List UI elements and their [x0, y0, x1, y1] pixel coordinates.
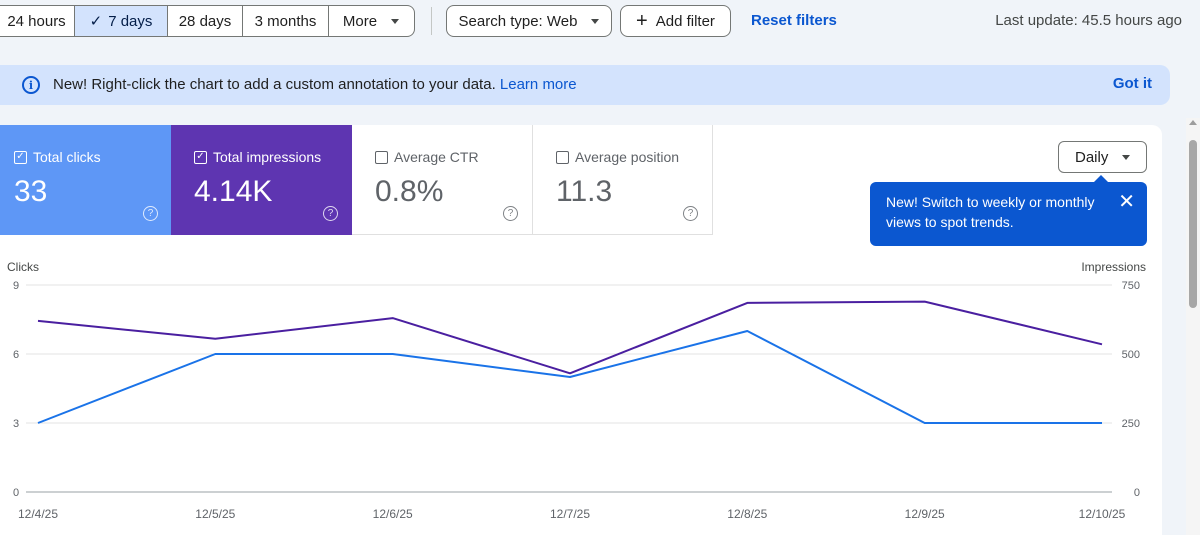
- date-range-selector: 24 hours ✓ 7 days 28 days 3 months More: [0, 5, 415, 37]
- help-icon[interactable]: ?: [503, 206, 518, 221]
- x-tick-label: 12/5/25: [195, 507, 235, 521]
- y-left-tick-label: 9: [13, 280, 19, 292]
- search-type-dropdown[interactable]: Search type: Web: [446, 5, 612, 37]
- chevron-down-icon: [1122, 154, 1131, 160]
- toolbar-divider: [431, 7, 432, 35]
- metric-label-row: Average CTR: [375, 149, 479, 165]
- range-label: More: [342, 12, 378, 30]
- got-it-button[interactable]: Got it: [1112, 75, 1152, 92]
- metric-label-row: ✓ Total clicks: [14, 149, 101, 165]
- search-type-label: Search type: Web: [458, 12, 578, 30]
- plus-icon: +: [636, 10, 648, 32]
- range-3-months[interactable]: 3 months: [243, 6, 329, 36]
- tooltip-text: New! Switch to weekly or monthly views t…: [886, 194, 1095, 230]
- x-tick-label: 12/8/25: [727, 507, 767, 521]
- metric-label-row: ✓ Total impressions: [194, 149, 321, 165]
- chevron-down-icon: [391, 18, 400, 24]
- help-icon[interactable]: ?: [323, 206, 338, 221]
- chart-svg: Clicks Impressions 0 3 6 9 0 250 500 750 12/4/25 12…: [7, 260, 1146, 521]
- scroll-thumb[interactable]: [1189, 140, 1197, 308]
- checkbox-checked-icon[interactable]: ✓: [14, 150, 27, 164]
- x-tick-label: 12/4/25: [18, 507, 58, 521]
- checkbox-checked-icon[interactable]: ✓: [194, 150, 207, 164]
- annotation-banner: i New! Right-click the chart to add a cu…: [0, 65, 1170, 105]
- checkbox-unchecked-icon[interactable]: [375, 150, 388, 164]
- add-filter-label: Add filter: [655, 12, 715, 30]
- close-icon[interactable]: ✕: [1118, 191, 1135, 213]
- range-label: 7 days: [108, 12, 153, 30]
- banner-message: New! Right-click the chart to add a cust…: [53, 76, 577, 93]
- metric-label: Average position: [575, 149, 680, 165]
- y-right-tick-label: 250: [1122, 418, 1140, 430]
- metric-value: 4.14K: [194, 175, 273, 208]
- check-icon: ✓: [89, 13, 103, 30]
- add-filter-button[interactable]: + Add filter: [620, 5, 731, 37]
- granularity-dropdown[interactable]: Daily: [1058, 141, 1147, 173]
- range-label: 24 hours: [7, 12, 66, 30]
- range-label: 28 days: [178, 12, 232, 30]
- metric-total-clicks[interactable]: ✓ Total clicks 33 ?: [0, 125, 171, 235]
- y-left-axis-title: Clicks: [7, 260, 39, 274]
- range-24-hours[interactable]: 24 hours: [0, 6, 75, 36]
- performance-card: ✓ Total clicks 33 ? ✓ Total impressions …: [0, 125, 1162, 535]
- y-left-tick-label: 0: [13, 487, 19, 499]
- metric-average-ctr[interactable]: Average CTR 0.8% ?: [352, 125, 533, 235]
- toolbar: 24 hours ✓ 7 days 28 days 3 months More …: [0, 0, 1200, 42]
- checkbox-unchecked-icon[interactable]: [556, 150, 569, 164]
- metric-label: Total clicks: [33, 149, 101, 165]
- granularity-tooltip: New! Switch to weekly or monthly views t…: [870, 175, 1147, 246]
- range-more-dropdown[interactable]: More: [329, 6, 413, 36]
- metric-label-row: Average position: [556, 149, 679, 165]
- metric-value: 0.8%: [375, 175, 444, 208]
- info-icon: i: [22, 76, 40, 94]
- learn-more-link[interactable]: Learn more: [499, 76, 577, 93]
- scroll-up-arrow-icon[interactable]: [1189, 120, 1197, 125]
- last-update-text: Last update: 45.5 hours ago: [995, 12, 1182, 29]
- banner-text: New! Right-click the chart to add a cust…: [53, 76, 496, 93]
- granularity-label: Daily: [1075, 148, 1109, 166]
- performance-chart[interactable]: Clicks Impressions 0 3 6 9 0 250 500 750 12/4/25 12…: [0, 255, 1162, 535]
- y-left-tick-label: 6: [13, 349, 19, 361]
- metric-value: 33: [14, 175, 48, 208]
- series-line-total-impressions: [37, 300, 1103, 375]
- metric-label: Total impressions: [213, 149, 322, 165]
- help-icon[interactable]: ?: [683, 206, 698, 221]
- metric-average-position[interactable]: Average position 11.3 ?: [533, 125, 713, 235]
- range-label: 3 months: [254, 12, 317, 30]
- reset-filters-button[interactable]: Reset filters: [751, 12, 837, 29]
- x-tick-label: 12/9/25: [905, 507, 945, 521]
- metric-value: 11.3: [556, 175, 613, 208]
- y-right-axis-title: Impressions: [1081, 260, 1146, 274]
- y-left-tick-label: 3: [13, 418, 19, 430]
- metric-total-impressions[interactable]: ✓ Total impressions 4.14K ?: [171, 125, 352, 235]
- y-right-tick-label: 500: [1122, 349, 1140, 361]
- range-28-days[interactable]: 28 days: [168, 6, 243, 36]
- x-tick-label: 12/6/25: [373, 507, 413, 521]
- range-7-days[interactable]: ✓ 7 days: [75, 6, 168, 36]
- vertical-scrollbar[interactable]: [1186, 118, 1200, 535]
- chevron-down-icon: [591, 18, 600, 24]
- x-tick-label: 12/10/25: [1079, 507, 1126, 521]
- x-tick-label: 12/7/25: [550, 507, 590, 521]
- metric-label: Average CTR: [394, 149, 479, 165]
- help-icon[interactable]: ?: [143, 206, 158, 221]
- y-right-tick-label: 750: [1122, 280, 1140, 292]
- y-right-tick-label: 0: [1134, 487, 1140, 499]
